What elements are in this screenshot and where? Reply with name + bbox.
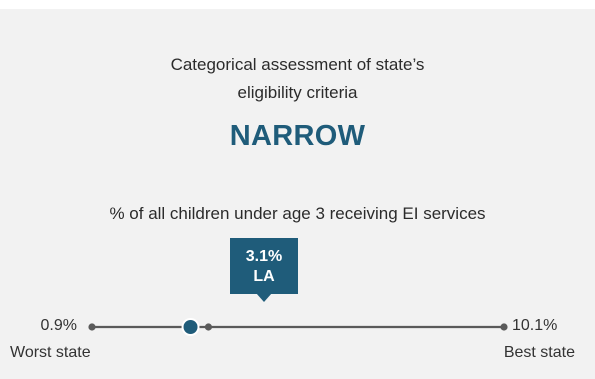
max-caption: Best state [503,344,575,361]
chart-panel [0,9,595,379]
state-callout-state: LA [253,268,275,285]
state-callout-pointer [256,293,272,302]
assessment-title-line-2: eligibility criteria [237,83,358,102]
max-point [500,323,508,331]
min-caption: Worst state [10,344,91,361]
metric-label: % of all children under age 3 receiving … [109,204,486,223]
min-point [88,323,96,331]
state-callout-value: 3.1% [245,248,283,265]
reference-point [204,323,213,331]
state-callout: 3.1% LA [230,238,298,294]
assessment-title-line-1: Categorical assessment of state’s [170,55,425,74]
min-value-label: 0.9% [40,317,77,334]
state-point [181,318,200,336]
max-value-label: 10.1% [512,317,558,334]
assessment-value: NARROW [229,120,366,152]
